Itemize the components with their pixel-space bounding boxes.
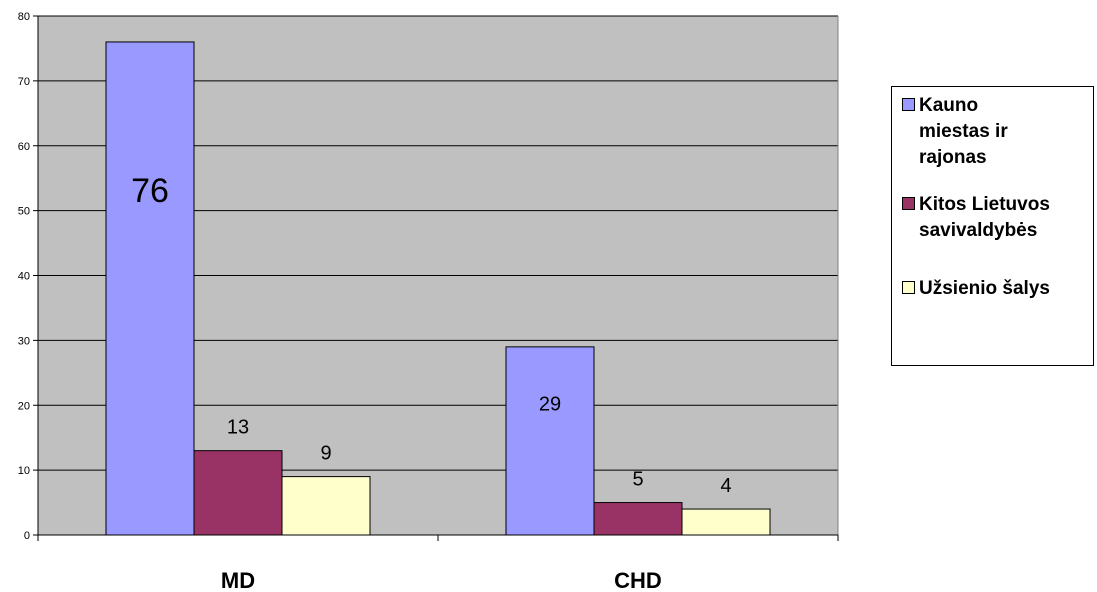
legend-swatch-uzsienio: [902, 281, 915, 294]
y-tick-label-70: 70: [18, 76, 30, 88]
data-label-chd-series-2: 4: [720, 475, 731, 497]
legend-swatch-kitos: [902, 197, 915, 210]
category-label-chd: CHD: [614, 568, 662, 592]
bars: [105, 41, 771, 536]
bar-chd-series-1: [593, 502, 683, 536]
labels: 0 10 20 30 40 50 60 70 80 76 13 9 MD 29 5 4 CHD: [18, 11, 732, 592]
y-tick-label-20: 20: [18, 400, 30, 412]
bar-chd-series-0: [505, 346, 595, 536]
legend: Kauno miestas ir rajonas Kitos Lietuvos …: [891, 86, 1094, 366]
y-tick-label-60: 60: [18, 141, 30, 153]
bar-md-series-1: [193, 450, 283, 536]
data-label-md-series-1: 13: [227, 417, 249, 439]
category-label-md: MD: [221, 568, 255, 592]
legend-item-kauno: Kauno miestas ir rajonas: [902, 93, 1008, 171]
y-tick-label-40: 40: [18, 271, 30, 283]
bar-md-series-0: [105, 41, 195, 536]
legend-label-kauno: Kauno miestas ir rajonas: [919, 95, 1008, 168]
data-label-chd-series-1: 5: [632, 469, 643, 491]
y-tick-label-50: 50: [18, 206, 30, 218]
bar-chd-series-2: [681, 508, 771, 536]
data-label-md-series-0: 76: [131, 172, 169, 210]
legend-label-uzsienio: Užsienio šalys: [919, 278, 1050, 299]
data-label-chd-series-0: 29: [539, 393, 561, 415]
bar-md-series-2: [281, 476, 371, 536]
legend-item-uzsienio: Užsienio šalys: [902, 276, 1050, 302]
y-tick-label-10: 10: [18, 465, 30, 477]
legend-label-kitos: Kitos Lietuvos savivaldybės: [919, 194, 1050, 241]
legend-swatch-kauno: [902, 98, 915, 111]
y-tick-label-0: 0: [24, 530, 30, 542]
y-tick-label-30: 30: [18, 335, 30, 347]
axes: [33, 15, 839, 541]
y-tick-label-80: 80: [18, 11, 30, 23]
legend-item-kitos: Kitos Lietuvos savivaldybės: [902, 192, 1050, 244]
data-label-md-series-2: 9: [320, 443, 331, 465]
